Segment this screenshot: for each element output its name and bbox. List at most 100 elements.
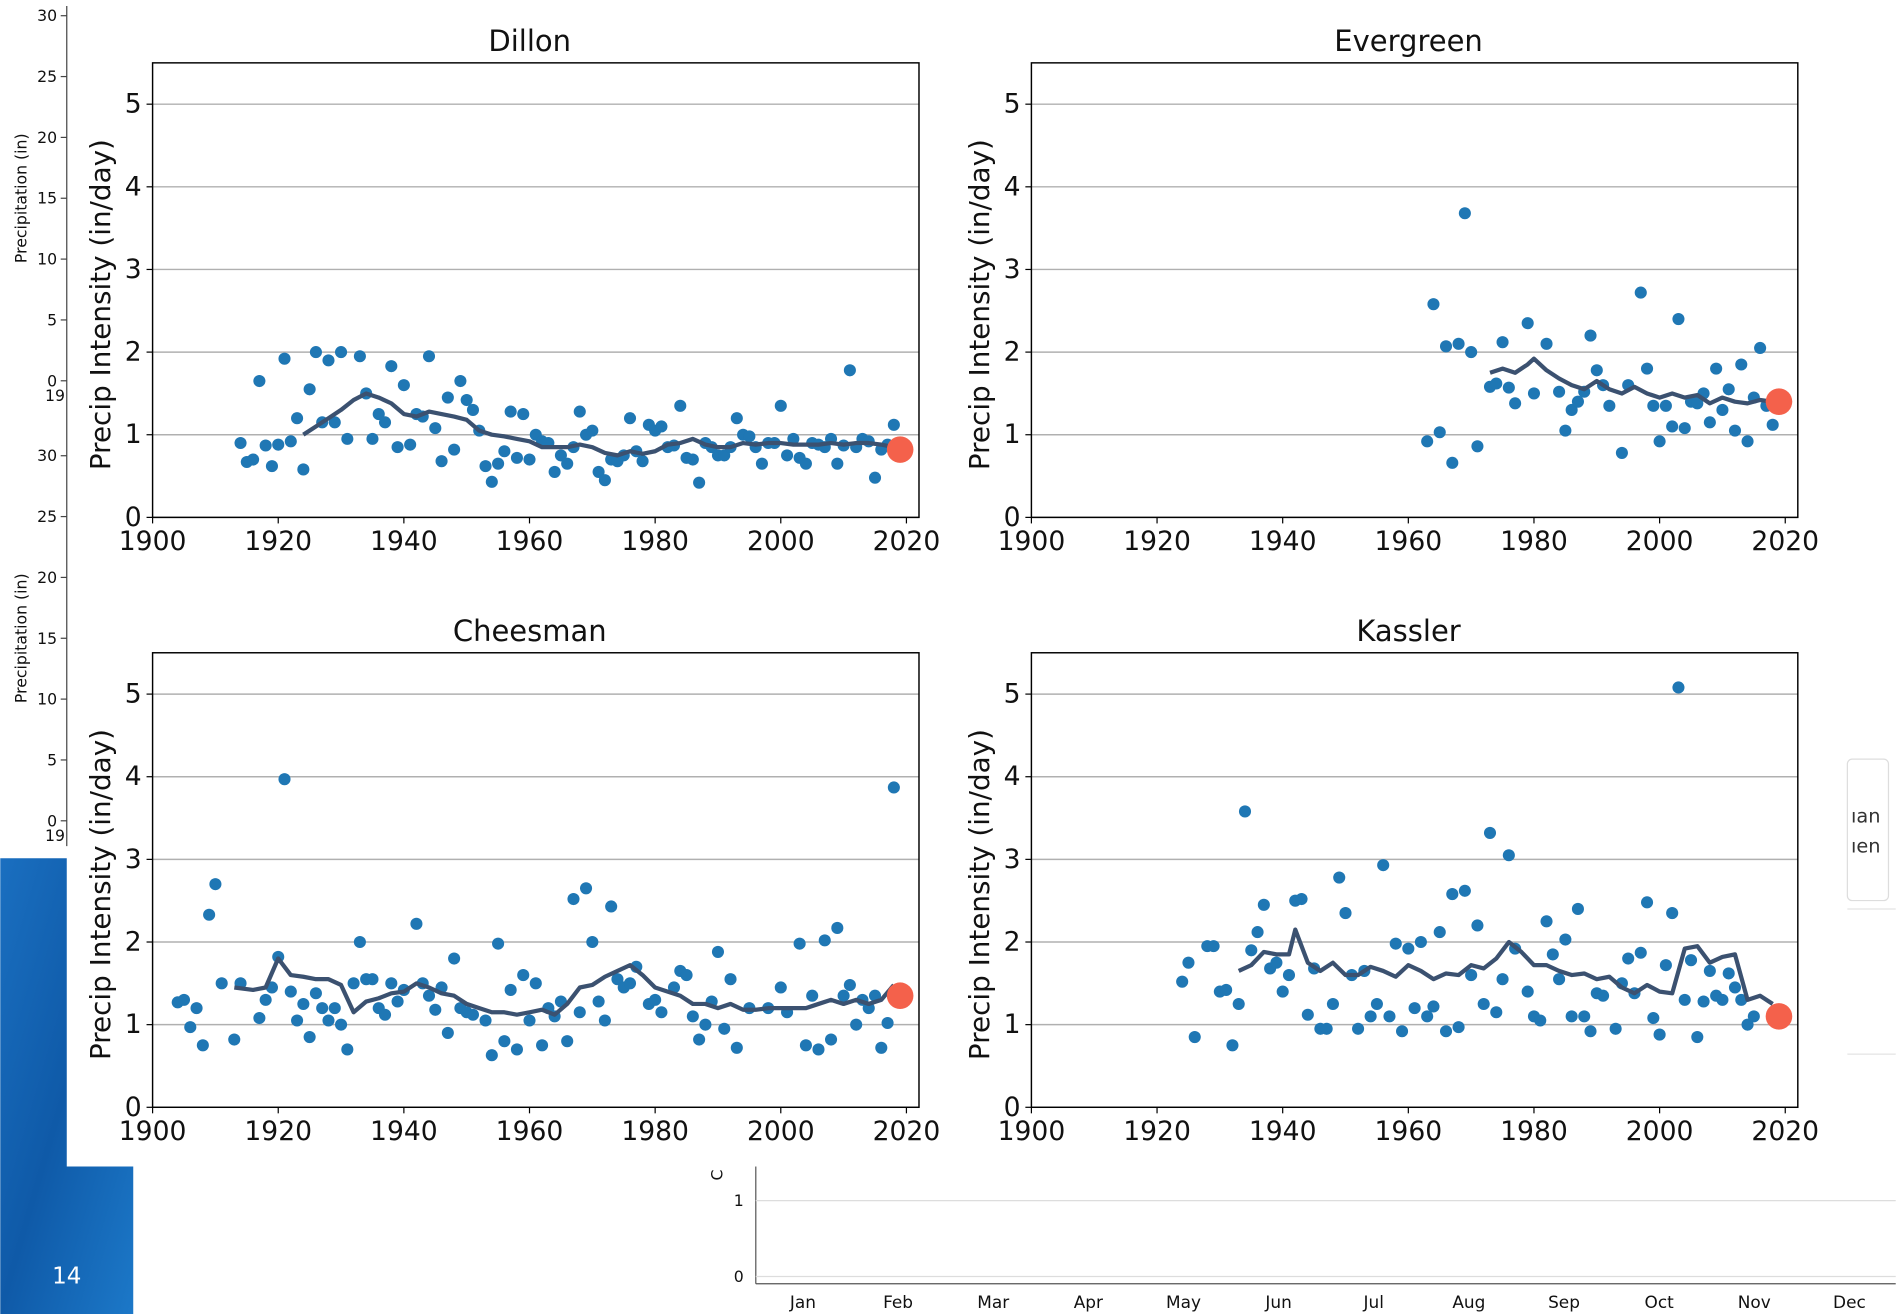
data-point	[1571, 395, 1584, 408]
data-point	[517, 969, 530, 982]
x-tick-label: 1920	[244, 526, 312, 557]
data-point	[837, 989, 850, 1002]
data-point	[479, 460, 492, 473]
data-point	[303, 1031, 316, 1044]
data-point	[693, 1033, 706, 1046]
data-point	[322, 354, 335, 367]
data-point	[378, 416, 392, 429]
data-point	[1559, 933, 1572, 946]
x-tick-label: 1900	[998, 526, 1066, 557]
data-point	[693, 476, 706, 489]
data-point	[1502, 381, 1515, 394]
data-point	[1710, 362, 1723, 375]
rolling-mean-line	[1237, 927, 1774, 1006]
x-tick-label: 1920	[1123, 526, 1191, 557]
data-point	[1540, 337, 1553, 350]
data-point	[1584, 1025, 1597, 1038]
data-point	[573, 405, 586, 418]
data-point	[1421, 1010, 1434, 1023]
fragment-y-label: Precipitation (in)	[11, 133, 30, 263]
data-point	[843, 364, 856, 377]
data-point	[1182, 956, 1195, 969]
y-tick-label: 2	[1004, 927, 1021, 958]
data-point	[1553, 385, 1566, 398]
data-point	[253, 374, 266, 388]
data-point	[1226, 1039, 1239, 1052]
data-point	[1389, 937, 1402, 950]
data-point	[1521, 317, 1534, 330]
data-point	[674, 399, 687, 412]
data-point	[353, 935, 366, 949]
data-point	[1584, 329, 1597, 342]
fragment-tick-label: 10	[37, 690, 57, 709]
data-point	[605, 900, 618, 913]
data-point	[510, 1043, 523, 1056]
data-point	[309, 346, 322, 359]
data-point	[335, 346, 348, 359]
x-tick-label: 1960	[496, 1116, 564, 1147]
data-point	[781, 449, 794, 462]
fragment-month: Dec	[1833, 1292, 1866, 1312]
y-tick-label: 3	[1004, 844, 1021, 875]
data-point	[259, 439, 272, 452]
data-point	[1465, 969, 1478, 982]
fragment-x-label: 19	[45, 826, 65, 845]
data-point	[1540, 915, 1553, 928]
data-point	[1553, 973, 1566, 986]
data-point	[1521, 985, 1534, 998]
fragment-tick-label: 0	[734, 1267, 744, 1286]
data-point	[718, 1022, 731, 1035]
data-point	[209, 878, 222, 891]
y-tick-label: 4	[125, 761, 142, 792]
data-point	[1691, 1031, 1704, 1044]
data-point	[1703, 964, 1716, 977]
latest-point	[886, 982, 914, 1010]
data-point	[297, 997, 310, 1011]
data-point	[504, 405, 517, 418]
data-point	[843, 978, 856, 992]
data-point	[1433, 426, 1446, 439]
data-point	[1571, 902, 1584, 915]
data-point	[366, 432, 379, 445]
data-point	[1672, 312, 1685, 326]
data-point	[1270, 956, 1283, 969]
x-tick-label: 1980	[1500, 1116, 1568, 1147]
x-tick-label: 1960	[1375, 526, 1443, 557]
data-point	[385, 977, 398, 990]
data-point	[799, 457, 812, 470]
data-point	[718, 449, 731, 462]
data-point	[1678, 993, 1691, 1006]
y-tick-label: 3	[125, 844, 142, 875]
data-point	[1565, 403, 1578, 416]
data-point	[1735, 993, 1748, 1006]
data-point	[1716, 993, 1729, 1006]
data-point	[548, 465, 561, 478]
data-point	[1653, 435, 1666, 448]
data-point	[1559, 424, 1572, 437]
plot-frame	[1030, 62, 1799, 519]
rolling-mean-line	[1489, 356, 1773, 406]
data-point	[1622, 952, 1635, 965]
y-tick-label: 5	[1004, 89, 1021, 120]
data-point	[586, 935, 599, 949]
data-point	[655, 420, 668, 433]
data-point	[1471, 440, 1484, 453]
data-point	[1452, 337, 1465, 350]
data-point	[887, 781, 900, 794]
data-point	[1326, 997, 1339, 1011]
data-point	[1446, 456, 1459, 469]
data-point	[234, 436, 247, 450]
x-tick-label: 2020	[1751, 526, 1819, 557]
data-point	[1653, 1028, 1666, 1041]
y-tick-label: 3	[125, 254, 142, 285]
y-axis-title: Precip Intensity (in/day)	[963, 729, 996, 1060]
fragment-tick-label: 25	[37, 67, 57, 86]
data-point	[1446, 888, 1459, 901]
data-point	[265, 460, 278, 473]
data-point	[812, 1043, 825, 1056]
data-point	[1766, 418, 1779, 431]
data-point	[391, 441, 404, 454]
data-point	[429, 1003, 442, 1016]
y-axis-title: Precip Intensity (in/day)	[84, 729, 117, 1060]
data-point	[259, 993, 272, 1006]
